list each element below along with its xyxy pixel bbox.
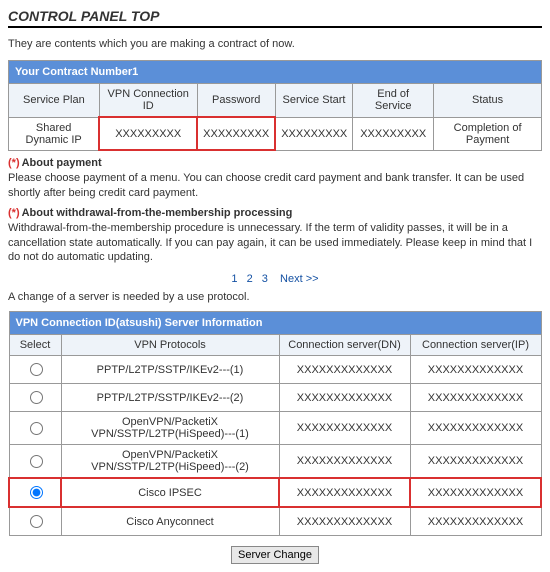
col-status: Status	[434, 84, 542, 118]
server-row: Cisco IPSECXXXXXXXXXXXXXXXXXXXXXXXXXX	[9, 478, 541, 507]
server-row: Cisco AnyconnectXXXXXXXXXXXXXXXXXXXXXXXX…	[9, 507, 541, 536]
col-password: Password	[197, 84, 275, 118]
dn-cell: XXXXXXXXXXXXX	[279, 478, 410, 507]
proto-cell: OpenVPN/PacketiX VPN/SSTP/L2TP(HiSpeed)-…	[61, 445, 279, 479]
server-title: VPN Connection ID(atsushi) Server Inform…	[9, 312, 541, 335]
col-dn: Connection server(DN)	[279, 335, 410, 356]
proto-cell: OpenVPN/PacketiX VPN/SSTP/L2TP(HiSpeed)-…	[61, 412, 279, 445]
page-next[interactable]: Next >>	[280, 273, 319, 285]
dn-cell: XXXXXXXXXXXXX	[279, 384, 410, 412]
page-link-1[interactable]: 1	[231, 273, 237, 285]
server-row: OpenVPN/PacketiX VPN/SSTP/L2TP(HiSpeed)-…	[9, 412, 541, 445]
proto-cell: PPTP/L2TP/SSTP/IKEv2---(1)	[61, 356, 279, 384]
server-header-row: Select VPN Protocols Connection server(D…	[9, 335, 541, 356]
cell-password: XXXXXXXXX	[197, 117, 275, 150]
page-link-3[interactable]: 3	[262, 273, 268, 285]
ip-cell: XXXXXXXXXXXXX	[410, 478, 541, 507]
ip-cell: XXXXXXXXXXXXX	[410, 384, 541, 412]
col-start: Service Start	[275, 84, 353, 118]
select-radio[interactable]	[30, 515, 43, 528]
cell-vpnid: XXXXXXXXX	[99, 117, 197, 150]
dn-cell: XXXXXXXXXXXXX	[279, 445, 410, 479]
proto-cell: Cisco Anyconnect	[61, 507, 279, 536]
select-cell[interactable]	[9, 507, 61, 536]
payment-head: (*)About payment	[8, 157, 542, 169]
bullet-icon: (*)	[8, 207, 20, 219]
ip-cell: XXXXXXXXXXXXX	[410, 412, 541, 445]
withdraw-head: (*)About withdrawal-from-the-membership …	[8, 207, 542, 219]
col-plan: Service Plan	[9, 84, 100, 118]
pager: 1 2 3 Next >>	[8, 273, 542, 285]
server-row: PPTP/L2TP/SSTP/IKEv2---(1)XXXXXXXXXXXXXX…	[9, 356, 541, 384]
col-select: Select	[9, 335, 61, 356]
ip-cell: XXXXXXXXXXXXX	[410, 356, 541, 384]
withdraw-body: Withdrawal-from-the-membership procedure…	[8, 221, 542, 266]
select-radio[interactable]	[30, 455, 43, 468]
select-cell[interactable]	[9, 356, 61, 384]
select-radio[interactable]	[30, 391, 43, 404]
server-row: OpenVPN/PacketiX VPN/SSTP/L2TP(HiSpeed)-…	[9, 445, 541, 479]
col-end: End of Service	[353, 84, 434, 118]
dn-cell: XXXXXXXXXXXXX	[279, 412, 410, 445]
cell-end: XXXXXXXXX	[353, 117, 434, 150]
select-radio[interactable]	[30, 363, 43, 376]
select-radio[interactable]	[30, 486, 43, 499]
server-change-button[interactable]: Server Change	[231, 546, 319, 564]
payment-body: Please choose payment of a menu. You can…	[8, 171, 542, 201]
select-radio[interactable]	[30, 422, 43, 435]
page-title: CONTROL PANEL TOP	[8, 8, 542, 28]
dn-cell: XXXXXXXXXXXXX	[279, 356, 410, 384]
change-note: A change of a server is needed by a use …	[8, 291, 542, 303]
col-protocols: VPN Protocols	[61, 335, 279, 356]
select-cell[interactable]	[9, 478, 61, 507]
cell-plan: Shared Dynamic IP	[9, 117, 100, 150]
col-ip: Connection server(IP)	[410, 335, 541, 356]
intro-text: They are contents which you are making a…	[8, 38, 542, 50]
cell-start: XXXXXXXXX	[275, 117, 353, 150]
col-vpnid: VPN Connection ID	[99, 84, 197, 118]
ip-cell: XXXXXXXXXXXXX	[410, 507, 541, 536]
select-cell[interactable]	[9, 445, 61, 479]
select-cell[interactable]	[9, 384, 61, 412]
page-link-2[interactable]: 2	[247, 273, 253, 285]
bullet-icon: (*)	[8, 157, 20, 169]
contract-title: Your Contract Number1	[9, 61, 542, 84]
server-row: PPTP/L2TP/SSTP/IKEv2---(2)XXXXXXXXXXXXXX…	[9, 384, 541, 412]
dn-cell: XXXXXXXXXXXXX	[279, 507, 410, 536]
contract-row: Shared Dynamic IP XXXXXXXXX XXXXXXXXX XX…	[9, 117, 542, 150]
cell-status: Completion of Payment	[434, 117, 542, 150]
ip-cell: XXXXXXXXXXXXX	[410, 445, 541, 479]
server-table: VPN Connection ID(atsushi) Server Inform…	[8, 311, 542, 536]
proto-cell: Cisco IPSEC	[61, 478, 279, 507]
contract-table: Your Contract Number1 Service Plan VPN C…	[8, 60, 542, 151]
proto-cell: PPTP/L2TP/SSTP/IKEv2---(2)	[61, 384, 279, 412]
contract-header-row: Service Plan VPN Connection ID Password …	[9, 84, 542, 118]
select-cell[interactable]	[9, 412, 61, 445]
